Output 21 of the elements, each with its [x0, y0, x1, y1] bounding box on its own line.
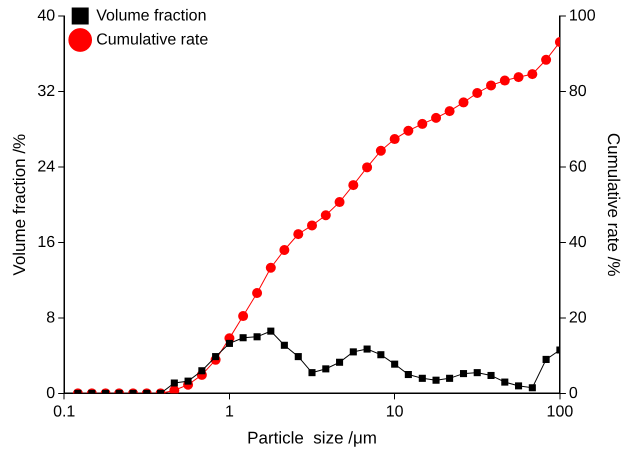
- y-tick-label: 0: [46, 384, 56, 402]
- y2-tick-label: 60: [568, 158, 587, 176]
- x-tick-label: 1: [224, 403, 234, 420]
- x-tick-label: 0.1: [53, 403, 76, 420]
- y-tick-label: 8: [46, 309, 56, 326]
- y2-tick-label: 80: [568, 82, 587, 100]
- legend-label: Cumulative rate: [96, 31, 208, 48]
- y2-tick-label: 40: [568, 234, 587, 251]
- y-axis-title: Volume fraction /%: [10, 134, 29, 276]
- legend-label: Volume fraction: [96, 7, 206, 24]
- y-tick-label: 40: [37, 7, 56, 24]
- y-tick-label: 32: [37, 82, 56, 100]
- x-tick-label: 100: [546, 403, 574, 420]
- y2-tick-label: 100: [568, 7, 596, 24]
- y2-tick-label: 0: [568, 384, 578, 402]
- x-tick-label: 10: [386, 403, 404, 420]
- x-axis-title: Particle size /μm: [247, 428, 377, 448]
- y2-tick-label: 20: [568, 309, 587, 326]
- y2-axis-title: Cumulative rate /%: [604, 132, 624, 277]
- y-tick-label: 16: [37, 234, 56, 251]
- y-tick-label: 24: [37, 158, 56, 176]
